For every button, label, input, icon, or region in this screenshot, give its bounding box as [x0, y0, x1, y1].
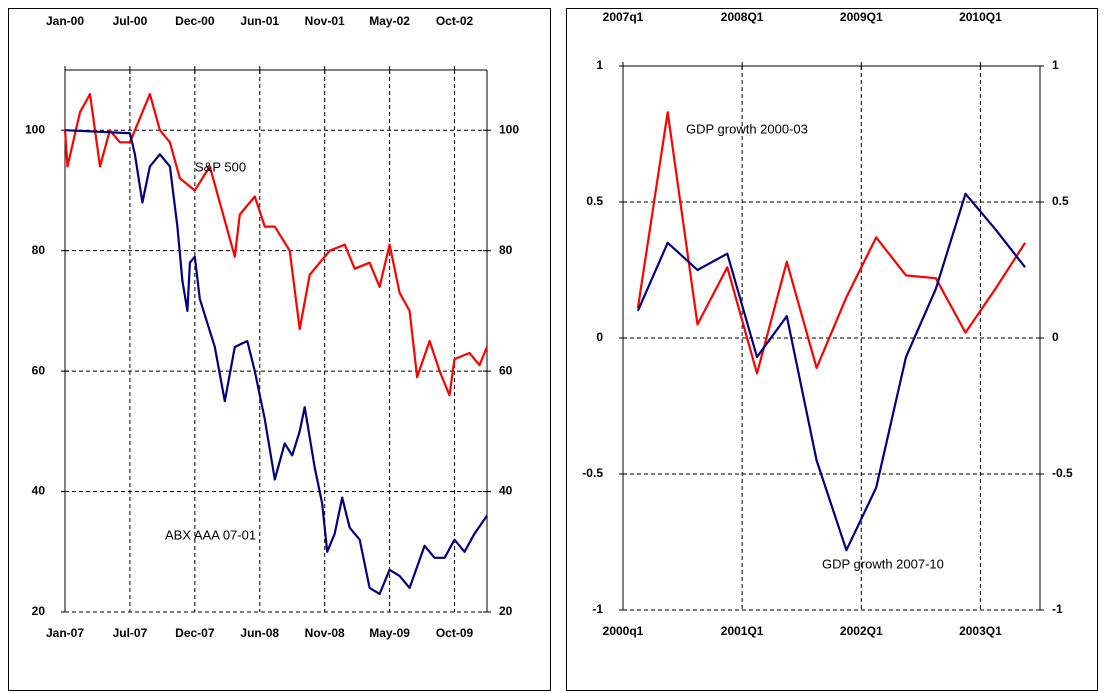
y2-tick-label: 60	[499, 363, 513, 377]
y2-tick-label: -1	[1052, 602, 1063, 616]
panel-frame	[8, 8, 551, 691]
data-line	[64, 129, 488, 595]
y-tick-label: 100	[25, 122, 45, 136]
y-tick-label: -1	[592, 602, 603, 616]
x-tick-label: Jun-08	[240, 626, 279, 640]
data-line	[636, 111, 1027, 375]
x-tick-label: Jul-07	[113, 626, 148, 640]
y-tick-label: 80	[32, 243, 46, 257]
x-tick-label: 2003Q1	[959, 624, 1002, 638]
y2-tick-label: 40	[499, 484, 513, 498]
x2-tick-label: May-02	[369, 14, 410, 28]
x2-tick-label: Jan-00	[46, 14, 84, 28]
x-tick-label: Nov-08	[305, 626, 345, 640]
y-tick-label: 20	[32, 604, 46, 618]
x-tick-label: 2000q1	[603, 624, 644, 638]
x-tick-label: May-09	[369, 626, 410, 640]
y2-tick-label: 20	[499, 604, 513, 618]
y-tick-label: 0	[596, 330, 603, 344]
data-line	[63, 93, 489, 397]
x2-tick-label: Jul-00	[113, 14, 148, 28]
y2-tick-label: 80	[499, 243, 513, 257]
y-tick-label: 60	[32, 363, 46, 377]
y-tick-label: 1	[596, 58, 603, 72]
x-tick-label: 2001Q1	[721, 624, 764, 638]
panel-frame	[566, 8, 1098, 691]
x2-tick-label: Jun-01	[240, 14, 279, 28]
x2-tick-label: 2010Q1	[959, 10, 1002, 24]
y-tick-label: -0.5	[582, 466, 603, 480]
annotation: ABX AAA 07-01	[165, 527, 256, 542]
x-tick-label: Dec-07	[175, 626, 215, 640]
y-tick-label: 0.5	[586, 194, 603, 208]
x2-tick-label: Dec-00	[175, 14, 215, 28]
y2-tick-label: 0.5	[1052, 194, 1069, 208]
y2-tick-label: -0.5	[1052, 466, 1073, 480]
annotation: GDP growth 2000-03	[686, 121, 808, 136]
x-tick-label: Jan-07	[46, 626, 84, 640]
x2-tick-label: 2008Q1	[721, 10, 764, 24]
y-tick-label: 40	[32, 484, 46, 498]
y2-tick-label: 0	[1052, 330, 1059, 344]
x-tick-label: 2002Q1	[840, 624, 883, 638]
x-tick-label: Oct-09	[436, 626, 474, 640]
x2-tick-label: Nov-01	[305, 14, 345, 28]
y2-tick-label: 1	[1052, 58, 1059, 72]
x2-tick-label: 2009Q1	[840, 10, 883, 24]
x2-tick-label: 2007q1	[603, 10, 644, 24]
data-line	[636, 192, 1026, 552]
annotation: GDP growth 2007-10	[822, 556, 944, 571]
annotation: S&P 500	[195, 159, 246, 174]
y2-tick-label: 100	[499, 122, 519, 136]
x2-tick-label: Oct-02	[436, 14, 474, 28]
